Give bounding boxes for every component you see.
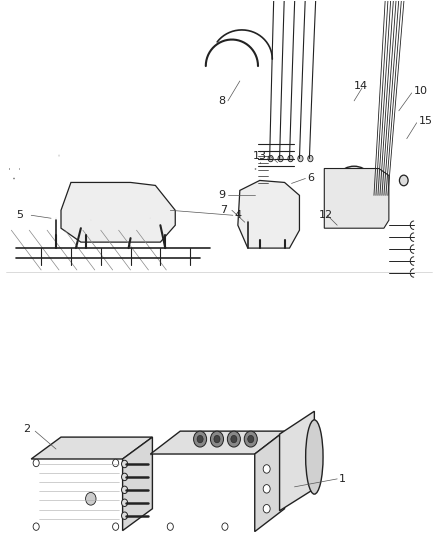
Circle shape bbox=[222, 523, 228, 530]
Circle shape bbox=[399, 175, 408, 186]
Circle shape bbox=[167, 523, 173, 530]
Text: 5: 5 bbox=[16, 210, 23, 220]
Circle shape bbox=[121, 473, 127, 481]
Text: 9: 9 bbox=[218, 190, 225, 200]
Circle shape bbox=[194, 431, 207, 447]
Polygon shape bbox=[238, 181, 300, 248]
Circle shape bbox=[263, 505, 270, 513]
Polygon shape bbox=[255, 431, 285, 531]
Polygon shape bbox=[279, 411, 314, 511]
Text: 14: 14 bbox=[354, 81, 368, 91]
Circle shape bbox=[288, 156, 293, 161]
Circle shape bbox=[263, 465, 270, 473]
Text: 10: 10 bbox=[414, 86, 428, 96]
Polygon shape bbox=[31, 437, 152, 459]
Circle shape bbox=[337, 174, 371, 216]
Text: 12: 12 bbox=[319, 210, 333, 220]
Text: 6: 6 bbox=[307, 173, 314, 183]
Circle shape bbox=[121, 461, 127, 467]
Ellipse shape bbox=[306, 420, 323, 494]
Circle shape bbox=[33, 459, 39, 467]
Polygon shape bbox=[123, 437, 152, 531]
Circle shape bbox=[268, 156, 273, 161]
Circle shape bbox=[85, 492, 96, 505]
Circle shape bbox=[113, 459, 119, 467]
Circle shape bbox=[211, 431, 223, 447]
Circle shape bbox=[330, 166, 378, 224]
Circle shape bbox=[121, 486, 127, 494]
Circle shape bbox=[113, 523, 119, 530]
Circle shape bbox=[263, 484, 270, 493]
Circle shape bbox=[197, 435, 203, 443]
Circle shape bbox=[244, 431, 257, 447]
Circle shape bbox=[278, 156, 283, 161]
Polygon shape bbox=[324, 168, 389, 228]
Circle shape bbox=[121, 499, 127, 506]
Polygon shape bbox=[150, 431, 285, 454]
Text: 4: 4 bbox=[235, 210, 242, 220]
Text: 1: 1 bbox=[339, 474, 346, 484]
Circle shape bbox=[214, 435, 220, 443]
Circle shape bbox=[346, 186, 362, 205]
Circle shape bbox=[231, 435, 237, 443]
Circle shape bbox=[33, 523, 39, 530]
Circle shape bbox=[227, 431, 240, 447]
Text: 13: 13 bbox=[253, 151, 267, 160]
Circle shape bbox=[121, 512, 127, 519]
Text: 15: 15 bbox=[419, 116, 433, 126]
Polygon shape bbox=[61, 182, 175, 242]
Text: 2: 2 bbox=[23, 424, 30, 434]
Circle shape bbox=[298, 156, 303, 161]
Text: 8: 8 bbox=[218, 96, 225, 106]
Circle shape bbox=[308, 156, 313, 161]
Circle shape bbox=[248, 435, 254, 443]
Text: 7: 7 bbox=[220, 205, 227, 215]
